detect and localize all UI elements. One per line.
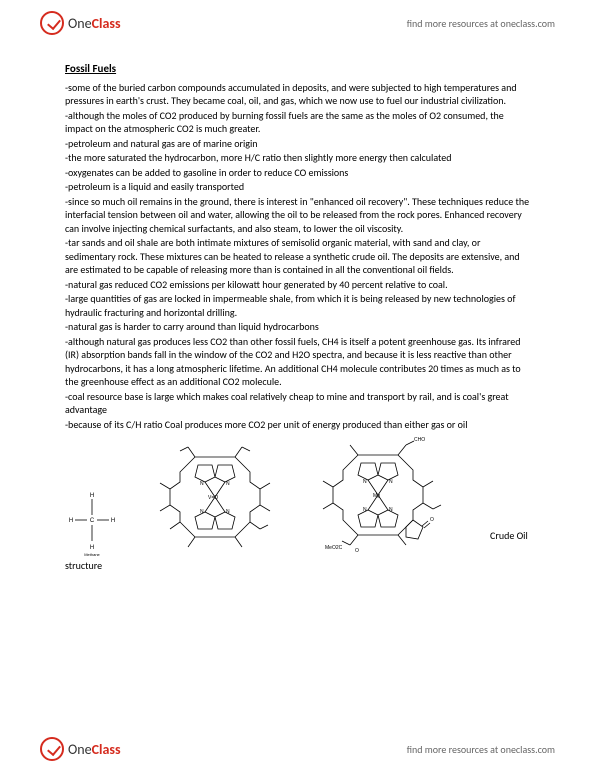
porphyrin-b-meo2c: MeO2C bbox=[325, 545, 343, 551]
bullet-item: -although the moles of CO2 produced by b… bbox=[65, 109, 530, 136]
svg-text:N: N bbox=[389, 479, 393, 485]
porphyrin-b-cho: CHO bbox=[414, 437, 425, 443]
svg-text:N: N bbox=[389, 507, 393, 513]
porphyrin-b-center: Mg bbox=[373, 493, 380, 499]
page-title: Fossil Fuels bbox=[65, 62, 530, 77]
bullet-item: -petroleum is a liquid and easily transp… bbox=[65, 180, 530, 194]
porphyrin-b-structure-icon: N N N N Mg CHO MeO2C O O bbox=[310, 437, 450, 557]
check-circle-icon bbox=[40, 11, 64, 35]
porphyrin-a-center: V=O bbox=[208, 495, 218, 501]
bullet-item: -natural gas is harder to carry around t… bbox=[65, 320, 530, 334]
svg-text:N: N bbox=[200, 481, 204, 487]
bullet-item: -although natural gas produces less CO2 … bbox=[65, 335, 530, 389]
bullet-item: -tar sands and oil shale are both intima… bbox=[65, 236, 530, 277]
svg-text:N: N bbox=[363, 507, 367, 513]
footer-brand-name: OneClass bbox=[68, 741, 121, 758]
bullet-item: -since so much oil remains in the ground… bbox=[65, 195, 530, 236]
porphyrin-a-structure-icon: N N N N V=O bbox=[150, 437, 280, 557]
figure-row: H H H H C Methane bbox=[65, 437, 530, 557]
porphyrin-b-o: O bbox=[355, 548, 359, 554]
footer: OneClass find more resources at oneclass… bbox=[0, 730, 595, 770]
brand-class: Class bbox=[92, 15, 121, 32]
brand-one: One bbox=[68, 15, 92, 32]
porphyrin-b-o2: O bbox=[430, 517, 434, 523]
bullet-item: -oxygenates can be added to gasoline in … bbox=[65, 166, 530, 180]
svg-text:N: N bbox=[200, 509, 204, 515]
bullet-item: -coal resource base is large which makes… bbox=[65, 390, 530, 417]
methane-c: C bbox=[90, 518, 95, 524]
methane-h-top: H bbox=[90, 493, 94, 499]
brand-logo: OneClass bbox=[40, 11, 121, 35]
methane-h-left: H bbox=[69, 518, 73, 524]
brand-name: OneClass bbox=[68, 15, 121, 32]
footer-brand-logo: OneClass bbox=[40, 737, 121, 761]
svg-text:N: N bbox=[226, 481, 230, 487]
header-tagline: find more resources at oneclass.com bbox=[407, 17, 555, 30]
bullet-item: -large quantities of gas are locked in i… bbox=[65, 292, 530, 319]
check-circle-icon bbox=[40, 737, 64, 761]
header: OneClass find more resources at oneclass… bbox=[0, 0, 595, 42]
bullet-item: -petroleum and natural gas are of marine… bbox=[65, 137, 530, 151]
methane-structure-icon: H H H H C Methane bbox=[65, 487, 120, 557]
document-body: Fossil Fuels -some of the buried carbon … bbox=[0, 42, 595, 573]
bullet-list: -some of the buried carbon compounds acc… bbox=[65, 81, 530, 432]
svg-text:N: N bbox=[226, 509, 230, 515]
methane-h-right: H bbox=[111, 518, 115, 524]
methane-sublabel: Methane bbox=[84, 552, 100, 557]
bullet-item: -because of its C/H ratio Coal produces … bbox=[65, 418, 530, 432]
bullet-item: -the more saturated the hydrocarbon, mor… bbox=[65, 151, 530, 165]
caption-structure: structure bbox=[65, 559, 530, 573]
footer-tagline: find more resources at oneclass.com bbox=[407, 743, 555, 756]
bullet-item: -natural gas reduced CO2 emissions per k… bbox=[65, 278, 530, 292]
caption-crude-oil: Crude Oil bbox=[490, 529, 528, 543]
bullet-item: -some of the buried carbon compounds acc… bbox=[65, 81, 530, 108]
svg-text:N: N bbox=[363, 479, 367, 485]
methane-h-bottom: H bbox=[90, 545, 94, 551]
